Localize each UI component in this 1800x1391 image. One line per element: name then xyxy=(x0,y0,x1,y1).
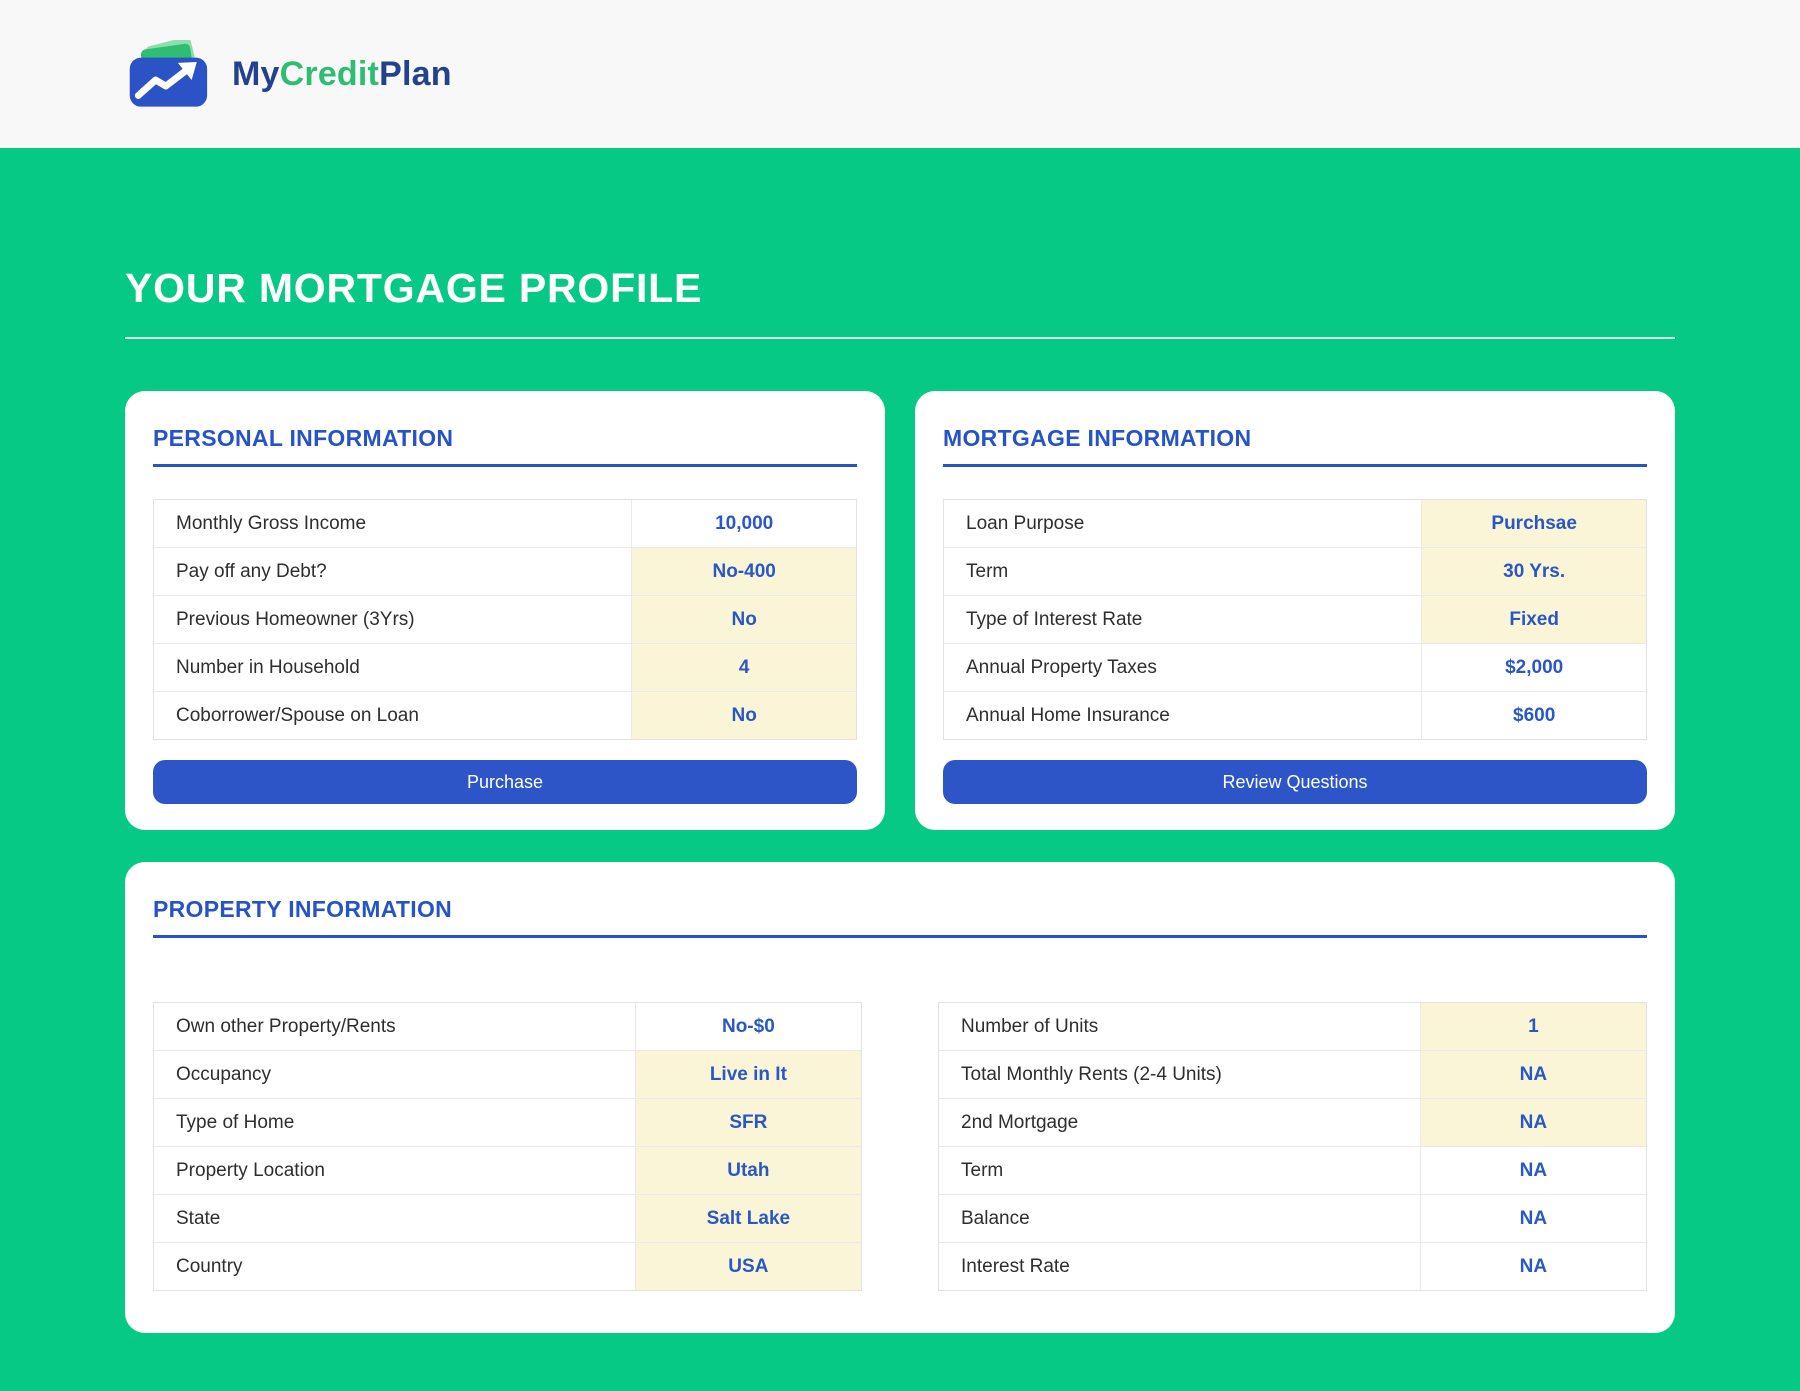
wallet-trend-icon xyxy=(129,40,208,107)
row-value: $600 xyxy=(1421,692,1646,739)
brand-credit: Credit xyxy=(279,54,380,93)
table-row: Number in Household 4 xyxy=(154,644,856,692)
row-label: Monthly Gross Income xyxy=(176,512,367,534)
property-information-table-left: Own other Property/Rents No-$0 Occupancy Li… xyxy=(153,1002,862,1291)
property-information-title: PROPERTY INFORMATION xyxy=(153,888,1647,938)
row-label: Type of Home xyxy=(176,1111,295,1133)
row-label: Number of Units xyxy=(961,1015,1099,1037)
purchase-button[interactable]: Purchase xyxy=(153,760,857,804)
table-row: State Salt Lake xyxy=(154,1195,861,1243)
table-row: Own other Property/Rents No-$0 xyxy=(154,1003,861,1051)
row-value: NA xyxy=(1419,1243,1646,1290)
personal-information-card: PERSONAL INFORMATION Monthly Gross Incom… xyxy=(125,391,885,830)
row-label: Previous Homeowner (3Yrs) xyxy=(176,608,415,630)
property-tables-row: Own other Property/Rents No-$0 Occupancy Li… xyxy=(153,970,1647,1291)
mortgage-profile-page: YOUR MORTGAGE PROFILE PERSONAL INFORMATI… xyxy=(0,148,1800,1333)
row-value: Utah xyxy=(634,1147,861,1194)
row-value: Salt Lake xyxy=(634,1195,861,1242)
table-row: Previous Homeowner (3Yrs) No xyxy=(154,596,856,644)
row-label: Type of Interest Rate xyxy=(966,608,1143,630)
table-row: Property Location Utah xyxy=(154,1147,861,1195)
table-row: Number of Units 1 xyxy=(939,1003,1646,1051)
table-row: Type of Home SFR xyxy=(154,1099,861,1147)
brand-wordmark: MyCreditPlan xyxy=(232,55,452,94)
row-label: Occupancy xyxy=(176,1063,272,1085)
row-label: Pay off any Debt? xyxy=(176,560,327,582)
row-value: NA xyxy=(1419,1195,1646,1242)
page-title: YOUR MORTGAGE PROFILE xyxy=(125,265,703,311)
row-label: Annual Home Insurance xyxy=(966,704,1170,726)
table-row: 2nd Mortgage NA xyxy=(939,1099,1646,1147)
row-value: NA xyxy=(1419,1099,1646,1146)
row-value: NA xyxy=(1419,1051,1646,1098)
personal-information-title: PERSONAL INFORMATION xyxy=(153,417,857,467)
table-row: Term NA xyxy=(939,1147,1646,1195)
title-divider xyxy=(125,337,1675,339)
row-value: No xyxy=(631,596,856,643)
mortgage-information-table: Loan Purpose Purchsae Term 30 Yrs. Type of I… xyxy=(943,499,1647,740)
property-information-card: PROPERTY INFORMATION Own other Property/… xyxy=(125,862,1675,1333)
row-value: USA xyxy=(634,1243,861,1290)
table-row: Pay off any Debt? No-400 xyxy=(154,548,856,596)
row-value: 10,000 xyxy=(631,500,856,547)
row-label: Total Monthly Rents (2-4 Units) xyxy=(961,1063,1222,1085)
property-information-table-right: Number of Units 1 Total Monthly Rents (2-4… xyxy=(938,1002,1647,1291)
table-row: Occupancy Live in It xyxy=(154,1051,861,1099)
mortgage-information-title: MORTGAGE INFORMATION xyxy=(943,417,1647,467)
row-label: Loan Purpose xyxy=(966,512,1085,534)
top-cards-row: PERSONAL INFORMATION Monthly Gross Incom… xyxy=(125,391,1675,830)
row-label: Country xyxy=(176,1255,243,1277)
row-value: 30 Yrs. xyxy=(1421,548,1646,595)
brand-my: My xyxy=(232,54,280,93)
row-label: Interest Rate xyxy=(961,1255,1070,1277)
row-label: Annual Property Taxes xyxy=(966,656,1157,678)
row-label: Term xyxy=(966,560,1009,582)
row-label: Coborrower/Spouse on Loan xyxy=(176,704,419,726)
row-label: Term xyxy=(961,1159,1004,1181)
table-row: Total Monthly Rents (2-4 Units) NA xyxy=(939,1051,1646,1099)
row-value: No-$0 xyxy=(634,1003,861,1050)
row-value: No xyxy=(631,692,856,739)
table-row: Coborrower/Spouse on Loan No xyxy=(154,692,856,739)
row-label: State xyxy=(176,1207,221,1229)
row-value: 4 xyxy=(631,644,856,691)
row-label: Number in Household xyxy=(176,656,360,678)
table-row: Annual Home Insurance $600 xyxy=(944,692,1646,739)
row-label: 2nd Mortgage xyxy=(961,1111,1079,1133)
brand-logo[interactable]: MyCreditPlan xyxy=(128,40,452,108)
table-row: Type of Interest Rate Fixed xyxy=(944,596,1646,644)
row-value: 1 xyxy=(1419,1003,1646,1050)
table-row: Country USA xyxy=(154,1243,861,1290)
row-label: Balance xyxy=(961,1207,1030,1229)
review-questions-button[interactable]: Review Questions xyxy=(943,760,1647,804)
table-row: Monthly Gross Income 10,000 xyxy=(154,500,856,548)
table-row: Term 30 Yrs. xyxy=(944,548,1646,596)
table-row: Interest Rate NA xyxy=(939,1243,1646,1290)
row-value: $2,000 xyxy=(1421,644,1646,691)
row-value: No-400 xyxy=(631,548,856,595)
row-value: Fixed xyxy=(1421,596,1646,643)
row-label: Own other Property/Rents xyxy=(176,1015,396,1037)
app-header: MyCreditPlan xyxy=(0,0,1800,148)
row-label: Property Location xyxy=(176,1159,325,1181)
brand-plan: Plan xyxy=(379,54,452,93)
row-value: NA xyxy=(1419,1147,1646,1194)
table-row: Annual Property Taxes $2,000 xyxy=(944,644,1646,692)
row-value: Live in It xyxy=(634,1051,861,1098)
mortgage-information-card: MORTGAGE INFORMATION Loan Purpose Purchsa… xyxy=(915,391,1675,830)
table-row: Balance NA xyxy=(939,1195,1646,1243)
personal-information-table: Monthly Gross Income 10,000 Pay off any De… xyxy=(153,499,857,740)
row-value: SFR xyxy=(634,1099,861,1146)
row-value: Purchsae xyxy=(1421,500,1646,547)
table-row: Loan Purpose Purchsae xyxy=(944,500,1646,548)
